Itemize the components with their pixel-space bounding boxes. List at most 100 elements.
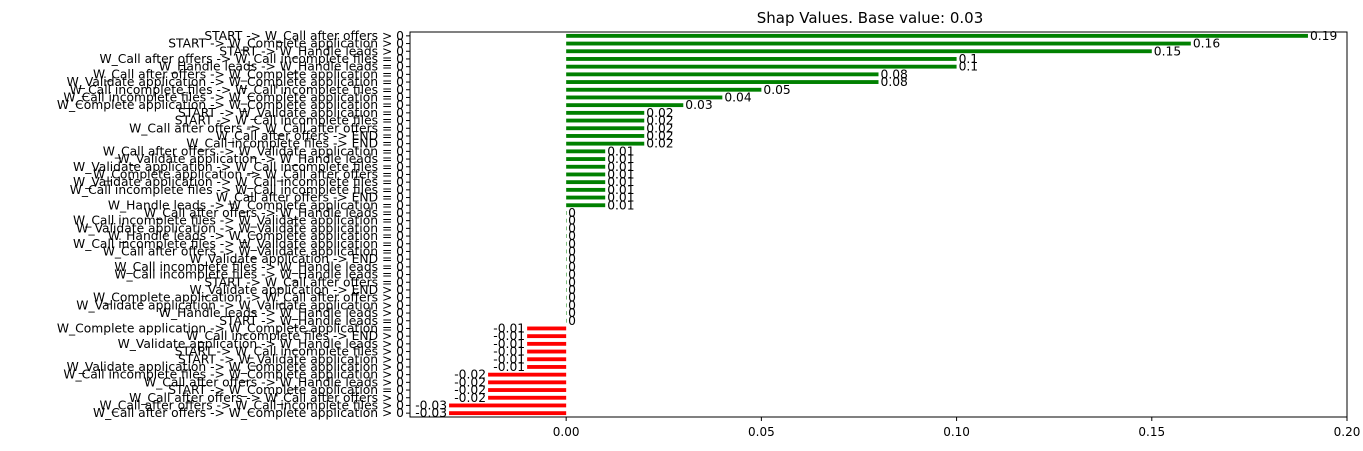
bar xyxy=(566,141,645,146)
bar-value-label: 0 xyxy=(568,275,576,289)
bar xyxy=(566,80,879,84)
x-tick-label: 0.00 xyxy=(553,425,580,439)
bar xyxy=(527,334,567,339)
category-label: W_Call incomplete files -> W_Complete ap… xyxy=(63,90,404,104)
bar-value-label: 0.1 xyxy=(959,60,979,74)
bar xyxy=(566,211,567,215)
category-label: W_Validate application -> W_Validate app… xyxy=(76,221,404,235)
category-label: W_Call after offers -> W_Handle leads = … xyxy=(144,206,404,220)
category-label: W_Call after offers -> W_Validate applic… xyxy=(103,144,404,158)
bar xyxy=(566,218,567,223)
category-label: START -> W_Call incomplete files = 0 xyxy=(175,114,404,128)
category-label: W_Call incomplete files -> W_Call incomp… xyxy=(70,183,404,197)
bar xyxy=(566,249,567,254)
category-label: START -> W_Call incomplete files > 0 xyxy=(175,345,404,359)
bar-value-label: -0.02 xyxy=(454,383,486,397)
category-label: W_Complete application -> W_Call after o… xyxy=(93,291,404,305)
bar-value-label: 0 xyxy=(568,244,576,258)
bar-value-label: 0.1 xyxy=(959,52,979,66)
category-label: W_Call after offers -> W_Complete applic… xyxy=(93,67,404,81)
bar-value-label: 0.04 xyxy=(724,90,752,104)
bar xyxy=(566,288,567,292)
bar xyxy=(566,57,957,61)
bar xyxy=(527,349,567,354)
bar xyxy=(566,149,606,154)
bar xyxy=(566,257,567,262)
bar-value-label: -0.01 xyxy=(493,329,525,343)
category-label: W_Handle leads -> W_Complete application… xyxy=(108,229,404,243)
bar xyxy=(527,365,567,369)
bar xyxy=(566,203,606,208)
bar xyxy=(566,303,567,308)
x-tick-label: 0.05 xyxy=(748,425,775,439)
category-label: W_Call after offers -> END = 0 xyxy=(216,129,404,143)
bar-value-label: -0.01 xyxy=(493,360,525,374)
category-label: W_Validate application -> W_Handle leads… xyxy=(118,337,404,351)
bar xyxy=(566,241,567,246)
bar xyxy=(566,157,606,161)
bar-value-label: -0.02 xyxy=(454,368,486,382)
category-label: W_Handle leads -> W_Handle leads = 0 xyxy=(159,60,404,74)
bar-value-label: 0 xyxy=(568,237,576,251)
category-label: W_Call incomplete files -> W_Validate ap… xyxy=(73,237,404,251)
bar-value-label: 0.02 xyxy=(646,106,673,120)
category-label: W_Handle leads -> W_Complete application… xyxy=(108,198,404,212)
bar-value-label: -0.02 xyxy=(454,375,486,389)
bar xyxy=(566,110,645,115)
x-tick-label: 0.20 xyxy=(1334,425,1361,439)
bar xyxy=(527,326,567,331)
bar xyxy=(566,272,567,277)
category-label: W_Call after offers -> W_Call incomplete… xyxy=(99,52,404,66)
category-label: W_Call after offers -> END = 0 xyxy=(216,191,404,205)
category-label: W_Call incomplete files -> W_Complete ap… xyxy=(63,368,404,382)
category-label: W_Call after offers -> W_Call after offe… xyxy=(129,391,404,405)
category-label: W_Call after offers -> W_Call incomplete… xyxy=(99,398,404,412)
bar-value-label: -0.01 xyxy=(493,337,525,351)
bar-value-label: 0 xyxy=(568,214,576,228)
category-label: W_Validate application -> END > 0 xyxy=(189,283,404,297)
bar xyxy=(488,395,567,400)
bar-value-label: 0 xyxy=(568,268,576,282)
bar-value-label: 0.02 xyxy=(646,114,673,128)
bar xyxy=(566,118,645,123)
bar-value-label: 0 xyxy=(568,260,576,274)
bar xyxy=(566,264,567,269)
bar-value-label: 0.08 xyxy=(881,67,908,81)
bar-value-label: -0.02 xyxy=(454,391,486,405)
category-label: START -> W_Validate application = 0 xyxy=(178,106,404,120)
bar-value-label: 0.02 xyxy=(646,121,673,135)
x-tick-label: 0.10 xyxy=(943,425,970,439)
bar xyxy=(566,87,762,92)
bar xyxy=(566,195,606,200)
bar-value-label: 0.08 xyxy=(881,75,908,89)
bar xyxy=(566,226,567,231)
bar-value-label: 0 xyxy=(568,291,576,305)
bar-value-label: 0.16 xyxy=(1193,37,1221,51)
bar xyxy=(566,318,567,323)
bar-value-label: 0.02 xyxy=(646,129,673,143)
bar xyxy=(566,41,1191,46)
category-label: W_Complete application -> W_Call after o… xyxy=(93,167,404,181)
category-label: START -> W_Complete application > 0 xyxy=(168,37,404,51)
bar-value-label: 0.01 xyxy=(607,198,634,212)
bar xyxy=(566,126,645,131)
bar-value-label: 0.01 xyxy=(607,160,634,174)
x-axis: 0.00 0.05 0.10 0.15 0.20 xyxy=(406,35,1361,439)
category-label: START -> W_Handle leads = 0 xyxy=(219,314,404,328)
bar xyxy=(488,372,567,377)
category-label: W_Call after offers -> W_Complete applic… xyxy=(93,406,404,420)
bar-value-label: 0.01 xyxy=(607,183,634,197)
bar-value-label: 0.03 xyxy=(685,98,712,112)
bar-value-label: -0.01 xyxy=(493,345,525,359)
category-label: W_Validate application -> W_Complete app… xyxy=(67,360,404,374)
bar xyxy=(566,103,684,108)
bar xyxy=(566,172,606,177)
bar-value-label: 0.01 xyxy=(607,144,634,158)
category-label: START -> W_Call after offers = 0 xyxy=(204,275,404,289)
category-label: W_Call incomplete files -> END = 0 xyxy=(186,137,404,151)
bars-group xyxy=(449,33,1308,416)
category-label: W_Validate application -> W_Validate app… xyxy=(76,298,404,312)
plot-frame xyxy=(409,31,1348,418)
